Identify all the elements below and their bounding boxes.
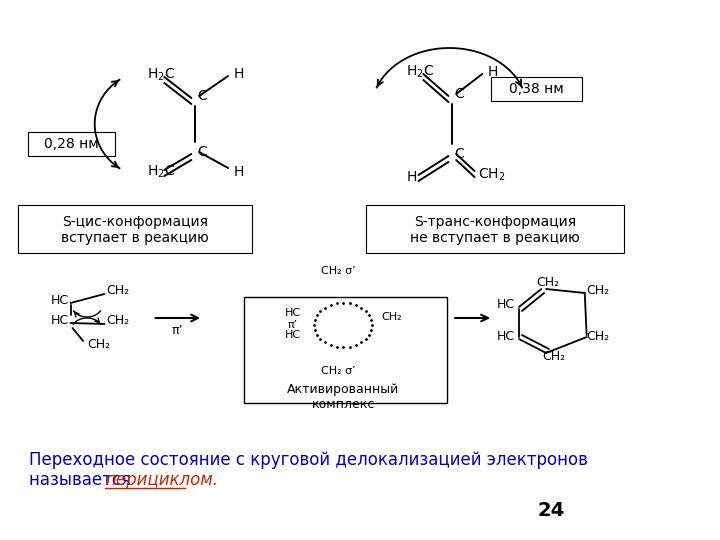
- Text: HC: HC: [497, 299, 515, 312]
- Text: S-транс-конформация: S-транс-конформация: [414, 215, 576, 229]
- Text: CH₂: CH₂: [542, 350, 565, 363]
- Text: Переходное состояние с круговой делокализацией электронов: Переходное состояние с круговой делокали…: [29, 451, 588, 469]
- Text: S-цис-конформация: S-цис-конформация: [63, 215, 208, 229]
- Text: CH₂ σ’: CH₂ σ’: [321, 366, 356, 376]
- Text: 0,38 нм: 0,38 нм: [509, 82, 564, 96]
- Text: CH₂ σ’: CH₂ σ’: [321, 266, 356, 276]
- FancyBboxPatch shape: [243, 297, 448, 403]
- Text: H: H: [407, 170, 418, 184]
- Text: HC: HC: [50, 314, 68, 327]
- Text: H: H: [234, 165, 244, 179]
- Text: C: C: [454, 147, 464, 161]
- Text: C: C: [454, 87, 464, 101]
- Text: π’: π’: [288, 320, 298, 330]
- Text: C: C: [197, 145, 207, 159]
- Text: CH₂: CH₂: [587, 330, 610, 343]
- Text: H$_2$C: H$_2$C: [406, 64, 434, 80]
- Text: H: H: [488, 65, 498, 79]
- Text: CH₂: CH₂: [87, 339, 110, 352]
- Text: HC: HC: [284, 308, 300, 318]
- Text: CH$_2$: CH$_2$: [478, 167, 506, 183]
- FancyBboxPatch shape: [366, 205, 624, 253]
- Text: H$_2$C: H$_2$C: [147, 67, 175, 83]
- Text: π’: π’: [171, 323, 183, 336]
- Text: Активированный: Активированный: [287, 383, 399, 396]
- Text: CH₂: CH₂: [587, 284, 610, 296]
- Text: не вступает в реакцию: не вступает в реакцию: [410, 231, 580, 245]
- Text: HC: HC: [497, 330, 515, 343]
- Text: H: H: [234, 67, 244, 81]
- FancyBboxPatch shape: [491, 77, 582, 101]
- Text: CH₂: CH₂: [107, 314, 130, 327]
- Text: называется: называется: [29, 471, 136, 489]
- Text: HC: HC: [284, 330, 300, 340]
- Text: 24: 24: [537, 501, 564, 519]
- Text: перициклом.: перициклом.: [105, 471, 218, 489]
- FancyBboxPatch shape: [19, 205, 252, 253]
- Text: 0,28 нм: 0,28 нм: [44, 137, 99, 151]
- Text: комплекс: комплекс: [312, 399, 375, 411]
- Text: CH₂: CH₂: [107, 284, 130, 296]
- Text: CH₂: CH₂: [382, 312, 402, 322]
- Text: HC: HC: [50, 294, 68, 307]
- Text: H$_2$C: H$_2$C: [147, 164, 175, 180]
- Text: C: C: [197, 89, 207, 103]
- FancyBboxPatch shape: [28, 132, 115, 156]
- Text: CH₂: CH₂: [536, 276, 559, 289]
- Text: вступает в реакцию: вступает в реакцию: [61, 231, 210, 245]
